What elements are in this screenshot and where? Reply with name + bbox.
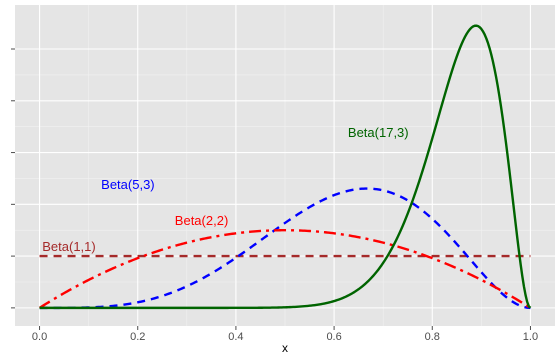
- series-label: Beta(17,3): [348, 125, 409, 140]
- series-label: Beta(1,1): [42, 239, 95, 254]
- x-tick-label: 1.0: [523, 331, 538, 343]
- x-tick-label: 0.0: [32, 331, 47, 343]
- x-tick-label: 0.4: [228, 331, 243, 343]
- series-label: Beta(5,3): [101, 177, 154, 192]
- series-labels: Beta(1,1) Beta(5,3) Beta(2,2) Beta(17,3): [42, 125, 408, 254]
- x-axis-title: x: [282, 341, 288, 355]
- x-tick-label: 0.2: [130, 331, 145, 343]
- minor-gridlines: [15, 5, 555, 326]
- axes: 0.0 0.2 0.4 0.6 0.8 1.0: [11, 48, 538, 343]
- x-tick-label: 0.6: [326, 331, 341, 343]
- major-gridlines: [15, 5, 555, 326]
- series-line-beta-5-3: [39, 187, 531, 310]
- series-label: Beta(2,2): [175, 213, 228, 228]
- x-tick-label: 0.8: [425, 331, 440, 343]
- series-line-beta-17-3: [39, 24, 532, 310]
- series-line-beta-2-2: [38, 229, 532, 309]
- series-lines: [38, 24, 532, 310]
